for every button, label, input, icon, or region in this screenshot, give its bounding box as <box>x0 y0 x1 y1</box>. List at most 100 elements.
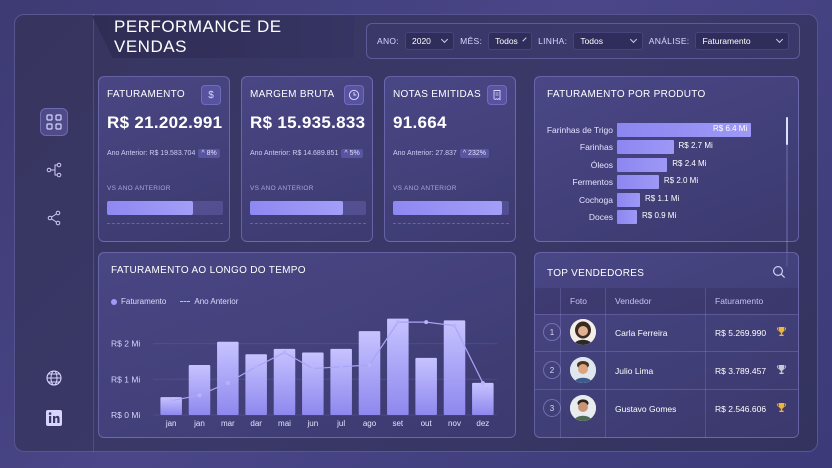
trophy-icon <box>776 364 787 378</box>
linkedin-icon[interactable] <box>40 404 68 432</box>
chart-bar[interactable] <box>358 331 381 415</box>
kpi-previous: Ano Anterior: R$ 19.583.704 ^ 8% <box>107 149 220 158</box>
kpi-progress-track <box>107 201 223 215</box>
kpi-value: R$ 15.935.833 <box>250 113 366 132</box>
product-value: R$ 1.1 Mi <box>645 193 680 203</box>
kpi-card-revenue: FATURAMENTO $ R$ 21.202.991 Ano Anterior… <box>98 76 230 242</box>
line-select-value: Todos <box>580 36 603 46</box>
share-icon[interactable] <box>40 204 68 232</box>
column-divider <box>605 288 606 438</box>
timeline-chart: R$ 0 Mi R$ 1 Mi R$ 2 Mi jan jan mar dar mai jun j… <box>111 318 497 428</box>
filter-label-analysis: ANÁLISE: <box>648 36 690 46</box>
divider <box>250 223 366 224</box>
x-tick-label: jan <box>165 419 177 428</box>
flow-icon[interactable] <box>40 156 68 184</box>
legend-item-current: Faturamento <box>111 297 166 306</box>
analysis-select[interactable]: Faturamento <box>695 32 789 50</box>
product-bar[interactable] <box>617 140 674 155</box>
previous-year-point <box>282 350 287 355</box>
filter-bar: ANO: 2020 MÊS: Todos LINHA: Todos ANÁLIS… <box>366 23 800 59</box>
product-bar[interactable] <box>617 210 637 224</box>
previous-year-point <box>339 364 344 369</box>
month-select[interactable]: Todos <box>488 32 533 50</box>
chart-bar[interactable] <box>472 382 494 415</box>
filter-label-line: LINHA: <box>538 36 568 46</box>
chart-bar[interactable] <box>160 397 182 415</box>
product-bar[interactable] <box>617 157 668 172</box>
chart-bar[interactable] <box>415 357 437 415</box>
chart-bar[interactable] <box>302 352 324 416</box>
kpi-change-badge: ^ 8% <box>198 149 220 158</box>
product-label: Fermentos <box>572 177 613 188</box>
x-tick-label: jun <box>306 419 318 428</box>
month-select-value: Todos <box>495 36 518 46</box>
product-label: Farinhas <box>579 142 613 153</box>
kpi-change-badge: ^ 5% <box>341 149 363 158</box>
product-row: Farinhas R$ 2.7 Mi <box>535 140 800 155</box>
kpi-vs-label: VS ANO ANTERIOR <box>250 185 314 192</box>
section-title: FATURAMENTO AO LONGO DO TEMPO <box>111 265 306 276</box>
dollar-icon: $ <box>201 85 221 105</box>
globe-icon[interactable] <box>40 364 68 392</box>
previous-year-point <box>169 398 174 403</box>
chart-bar[interactable] <box>443 320 466 415</box>
product-bar[interactable] <box>617 192 641 207</box>
grid-icon[interactable] <box>40 108 68 136</box>
page-title: PERFORMANCE DE VENDAS <box>114 17 282 56</box>
y-tick-label: R$ 2 Mi <box>111 339 140 349</box>
row-divider <box>535 389 798 390</box>
product-value: R$ 6.4 Mi <box>713 124 748 133</box>
rank-badge: 3 <box>543 399 561 417</box>
kpi-vs-label: VS ANO ANTERIOR <box>107 185 171 192</box>
kpi-card-gross-margin: MARGEM BRUTA R$ 15.935.833 Ano Anterior:… <box>241 76 373 242</box>
product-scrollbar[interactable] <box>786 117 788 267</box>
seller-revenue: R$ 5.269.990 <box>715 328 767 338</box>
chart-bar[interactable] <box>387 318 409 415</box>
product-row: Óleos R$ 2.4 Mi <box>535 157 800 172</box>
x-tick-label: dar <box>250 419 262 428</box>
search-icon[interactable] <box>772 265 786 284</box>
chart-bar[interactable] <box>188 365 211 415</box>
rank-badge: 1 <box>543 323 561 341</box>
product-value: R$ 2.7 Mi <box>678 141 713 151</box>
scrollbar-thumb[interactable] <box>786 117 788 145</box>
x-tick-label: dez <box>476 419 489 428</box>
legend-dash-icon <box>180 301 191 303</box>
year-select-value: 2020 <box>411 36 431 46</box>
year-select[interactable]: 2020 <box>404 32 455 50</box>
legend-label: Faturamento <box>121 297 167 306</box>
divider <box>393 223 509 224</box>
seller-revenue: R$ 3.789.457 <box>715 366 767 376</box>
product-label: Óleos <box>590 159 613 170</box>
previous-year-point <box>367 363 372 367</box>
kpi-progress-fill <box>107 201 193 215</box>
product-bar[interactable] <box>617 123 751 137</box>
previous-year-line <box>171 321 484 402</box>
kpi-previous-label: Ano Anterior: R$ 19.583.704 <box>107 150 196 157</box>
previous-year-point <box>197 393 202 398</box>
chart-bar[interactable] <box>273 348 296 415</box>
chart-bar[interactable] <box>217 341 239 415</box>
kpi-progress-fill <box>393 201 503 215</box>
chevron-down-icon <box>522 37 527 42</box>
legend-label: Ano Anterior <box>194 297 239 306</box>
product-label: Farinhas de Trigo <box>546 125 613 135</box>
legend-dot-icon <box>111 298 117 305</box>
avatar <box>570 395 596 421</box>
kpi-progress-track <box>250 201 366 215</box>
line-select[interactable]: Todos <box>573 32 643 50</box>
kpi-title: FATURAMENTO <box>107 89 185 100</box>
kpi-previous-label: Ano Anterior: R$ 14.689.851 <box>250 150 339 157</box>
kpi-value: R$ 21.202.991 <box>107 113 223 132</box>
y-tick-label: R$ 1 Mi <box>111 374 140 384</box>
clock-icon <box>344 85 364 105</box>
trophy-icon <box>776 326 787 340</box>
section-title: FATURAMENTO POR PRODUTO <box>547 89 706 100</box>
chart-legend: Faturamento Ano Anterior <box>111 297 238 306</box>
seller-name: Carla Ferreira <box>615 328 668 338</box>
chart-bar[interactable] <box>330 348 352 415</box>
product-bar[interactable] <box>617 175 659 190</box>
previous-year-point <box>225 380 230 385</box>
x-tick-label: nov <box>448 419 461 428</box>
previous-year-point <box>310 366 315 371</box>
